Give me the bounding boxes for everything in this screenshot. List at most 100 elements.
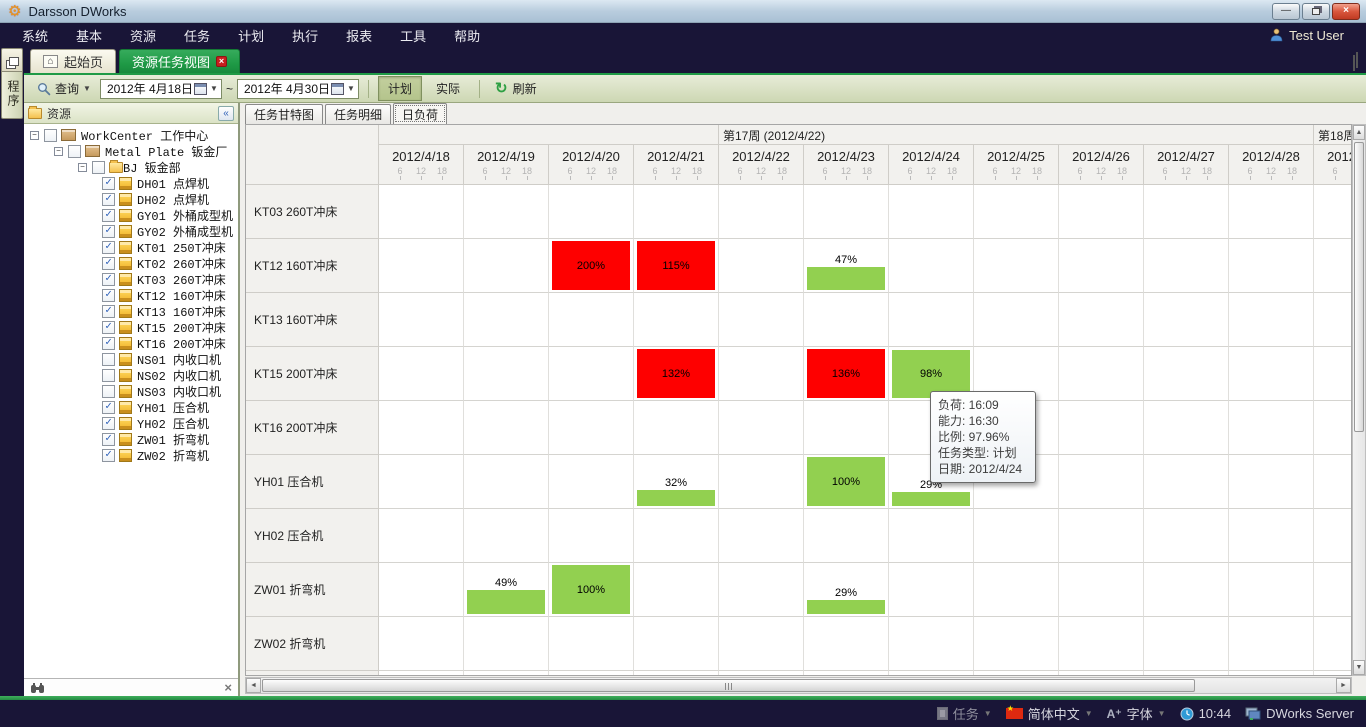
restore-button[interactable]	[1302, 2, 1330, 20]
tree-item[interactable]: ✓ KT03 260T冲床	[24, 271, 238, 288]
expander-icon[interactable]: −	[78, 162, 87, 172]
load-cell[interactable]	[379, 671, 464, 675]
load-cell[interactable]: 100%	[549, 563, 634, 617]
tree-item[interactable]: ✓ GY02 外桶成型机	[24, 223, 238, 240]
checkbox[interactable]: ✓	[102, 192, 115, 206]
load-cell[interactable]	[804, 401, 889, 455]
load-cell[interactable]	[379, 401, 464, 455]
tab-resource-task-view[interactable]: 资源任务视图 ×	[119, 49, 241, 73]
load-cell[interactable]	[974, 563, 1059, 617]
load-cell[interactable]	[1059, 239, 1144, 293]
load-cell[interactable]	[719, 671, 804, 675]
load-cell[interactable]	[549, 347, 634, 401]
load-cell[interactable]	[464, 455, 549, 509]
load-cell[interactable]	[1144, 671, 1229, 675]
load-cell[interactable]	[1144, 185, 1229, 239]
load-cell[interactable]	[379, 455, 464, 509]
tree-item[interactable]: ✓ KT13 160T冲床	[24, 303, 238, 320]
menu-item-帮助[interactable]: 帮助	[454, 28, 481, 44]
load-cell[interactable]	[634, 617, 719, 671]
load-cell[interactable]	[1059, 401, 1144, 455]
load-cell[interactable]: 200%	[549, 239, 634, 293]
load-cell[interactable]: 29%	[804, 563, 889, 617]
load-cell[interactable]	[1059, 293, 1144, 347]
date-from-dropdown-icon[interactable]: ▼	[210, 84, 218, 93]
vertical-scrollbar[interactable]: ▲ ▼	[1352, 124, 1366, 676]
load-cell[interactable]	[1314, 617, 1351, 671]
load-cell[interactable]	[464, 347, 549, 401]
tab-home[interactable]: ⌂ 起始页	[30, 49, 117, 73]
load-cell[interactable]	[464, 293, 549, 347]
horizontal-scroll-thumb[interactable]	[262, 679, 1195, 692]
checkbox[interactable]: ✓	[102, 448, 115, 462]
checkbox[interactable]: ✓	[102, 176, 115, 190]
load-cell[interactable]: 132%	[634, 347, 719, 401]
load-cell[interactable]	[1059, 617, 1144, 671]
load-cell[interactable]	[1229, 185, 1314, 239]
load-cell[interactable]: 32%	[634, 455, 719, 509]
load-cell[interactable]	[634, 401, 719, 455]
load-cell[interactable]	[1144, 293, 1229, 347]
load-cell[interactable]	[634, 509, 719, 563]
date-to-dropdown-icon[interactable]: ▼	[347, 84, 355, 93]
load-cell[interactable]	[804, 509, 889, 563]
load-cell[interactable]	[1144, 509, 1229, 563]
load-cell[interactable]	[1314, 239, 1351, 293]
tree-item[interactable]: ✓ ZW01 折弯机	[24, 431, 238, 448]
load-cell[interactable]	[1059, 509, 1144, 563]
load-cell[interactable]	[889, 239, 974, 293]
menu-item-资源[interactable]: 资源	[130, 28, 157, 44]
load-cell[interactable]	[1229, 563, 1314, 617]
tree-item[interactable]: ✓ KT12 160T冲床	[24, 287, 238, 304]
daily-load-grid[interactable]: 第17周 (2012/4/22) 第18周 2012/4/18 6 12 18 2012/4…	[245, 124, 1352, 676]
load-cell[interactable]	[719, 293, 804, 347]
tree-item[interactable]: NS01 内收口机	[24, 351, 238, 368]
load-cell[interactable]	[1229, 347, 1314, 401]
load-bar[interactable]	[807, 267, 885, 290]
menu-item-报表[interactable]: 报表	[346, 28, 373, 44]
load-cell[interactable]	[889, 617, 974, 671]
load-cell[interactable]	[1144, 401, 1229, 455]
date-from-picker[interactable]: 2012年 4月18日 ▼	[99, 78, 222, 99]
load-cell[interactable]	[464, 671, 549, 675]
tree-item[interactable]: − BJ 钣金部	[24, 159, 238, 176]
view-tab-任务明细[interactable]: 任务明细	[325, 104, 392, 124]
checkbox[interactable]: ✓	[102, 432, 115, 446]
load-cell[interactable]	[1314, 509, 1351, 563]
load-cell[interactable]	[634, 671, 719, 675]
menu-item-系统[interactable]: 系统	[22, 28, 49, 44]
load-cell[interactable]	[379, 293, 464, 347]
load-cell[interactable]	[974, 671, 1059, 675]
load-cell[interactable]	[1314, 671, 1351, 675]
load-cell[interactable]	[1314, 347, 1351, 401]
tree-item[interactable]: − WorkCenter 工作中心	[24, 127, 238, 144]
load-cell[interactable]	[379, 617, 464, 671]
checkbox[interactable]: ✓	[102, 400, 115, 414]
load-cell[interactable]	[1059, 185, 1144, 239]
load-cell[interactable]	[1059, 455, 1144, 509]
load-cell[interactable]	[379, 239, 464, 293]
load-bar[interactable]	[552, 241, 630, 290]
load-cell[interactable]	[1144, 455, 1229, 509]
menu-item-任务[interactable]: 任务	[184, 28, 211, 44]
load-cell[interactable]	[719, 239, 804, 293]
load-cell[interactable]	[379, 185, 464, 239]
checkbox[interactable]: ✓	[102, 272, 115, 286]
load-cell[interactable]	[889, 563, 974, 617]
load-bar[interactable]	[467, 590, 545, 614]
load-cell[interactable]	[1059, 563, 1144, 617]
language-dropdown-icon[interactable]: ▼	[1084, 709, 1093, 718]
actual-toggle-button[interactable]: 实际	[435, 82, 460, 96]
load-cell[interactable]	[1229, 293, 1314, 347]
load-cell[interactable]	[1229, 455, 1314, 509]
tree-item[interactable]: ✓ YH02 压合机	[24, 415, 238, 432]
load-bar[interactable]	[552, 565, 630, 614]
load-cell[interactable]	[464, 509, 549, 563]
load-bar[interactable]	[637, 241, 715, 290]
load-cell[interactable]	[634, 185, 719, 239]
load-cell[interactable]	[719, 347, 804, 401]
status-task-selector[interactable]: 任务 ▼	[936, 704, 992, 723]
tree-item[interactable]: ✓ KT02 260T冲床	[24, 255, 238, 272]
menu-item-计划[interactable]: 计划	[238, 28, 265, 44]
scroll-right-button[interactable]: ►	[1336, 678, 1351, 693]
